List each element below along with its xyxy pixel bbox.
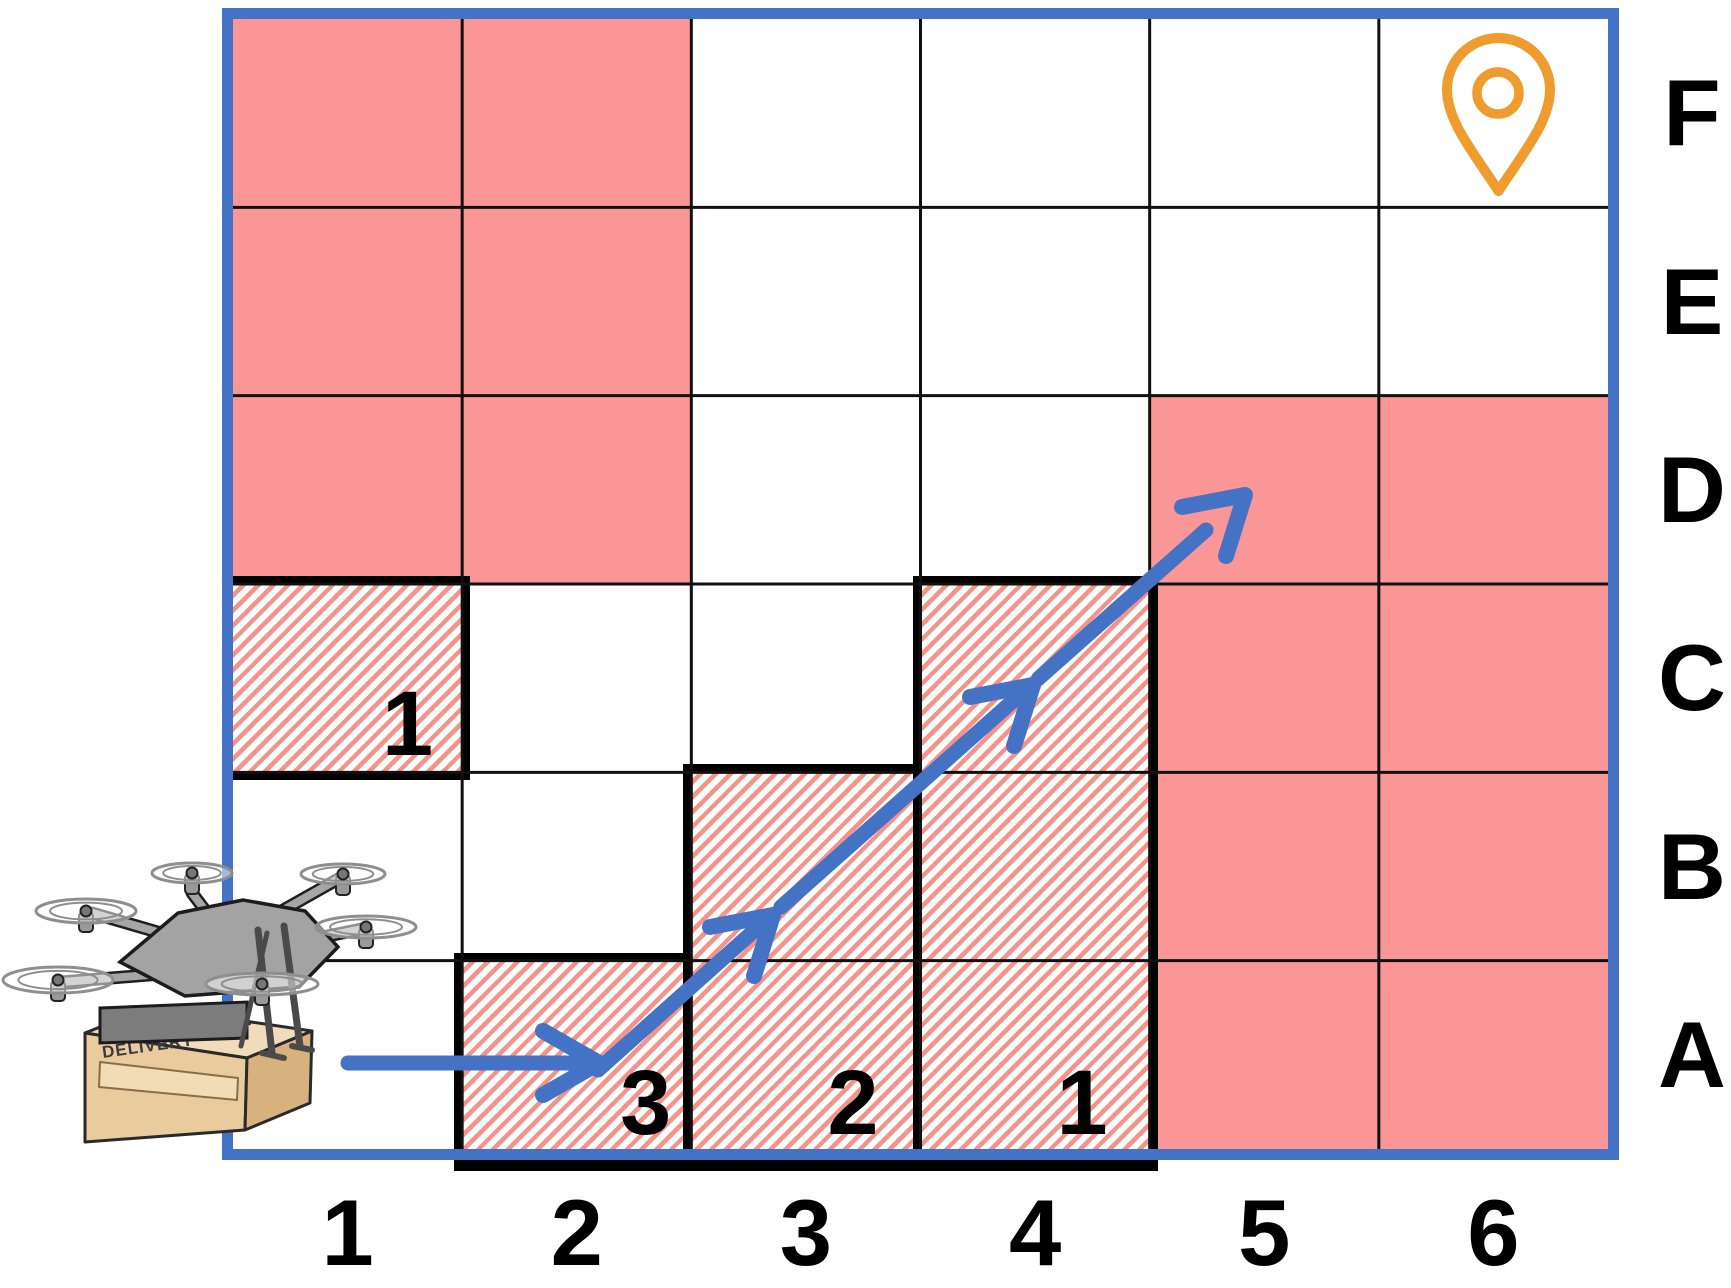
obstacle-cell-A5	[1149, 960, 1379, 1149]
row-label-B: B	[1658, 813, 1726, 919]
row-label-A: A	[1658, 1001, 1726, 1107]
zone-cost-label-C4: 1	[1056, 1051, 1108, 1154]
obstacle-cell-A6	[1378, 960, 1608, 1149]
zone-cost-label-B3: 2	[827, 1051, 879, 1154]
row-label-E: E	[1660, 248, 1724, 354]
obstacle-cell-C6	[1378, 584, 1608, 773]
col-label-2: 2	[550, 1180, 603, 1285]
row-label-C: C	[1658, 625, 1726, 731]
hatched-zone-C1: 1	[225, 576, 471, 781]
obstacle-cell-F2	[462, 19, 692, 208]
obstacle-cell-D2	[462, 395, 692, 584]
obstacle-cell-B6	[1378, 772, 1608, 961]
obstacle-cell-E2	[462, 207, 692, 396]
obstacle-cell-B5	[1149, 772, 1379, 961]
col-label-5: 5	[1238, 1180, 1291, 1285]
row-label-D: D	[1658, 436, 1726, 542]
delivery-drone: DELIVERY	[1, 861, 418, 1144]
zone-bottom-border-strip	[454, 1158, 1158, 1171]
row-label-F: F	[1663, 60, 1721, 166]
obstacle-cell-E1	[233, 207, 463, 396]
col-label-6: 6	[1467, 1180, 1520, 1285]
col-label-3: 3	[779, 1180, 833, 1285]
obstacle-cell-F1	[233, 19, 463, 208]
obstacle-cell-D6	[1378, 395, 1608, 584]
col-label-1: 1	[321, 1180, 374, 1285]
grid-frame	[222, 8, 1619, 1160]
obstacle-cell-D1	[233, 395, 463, 584]
col-label-4: 4	[1008, 1180, 1062, 1285]
drone-battery	[98, 1000, 249, 1045]
drone-rotors	[1, 861, 418, 1006]
zone-cost-label-C1: 1	[381, 673, 434, 776]
